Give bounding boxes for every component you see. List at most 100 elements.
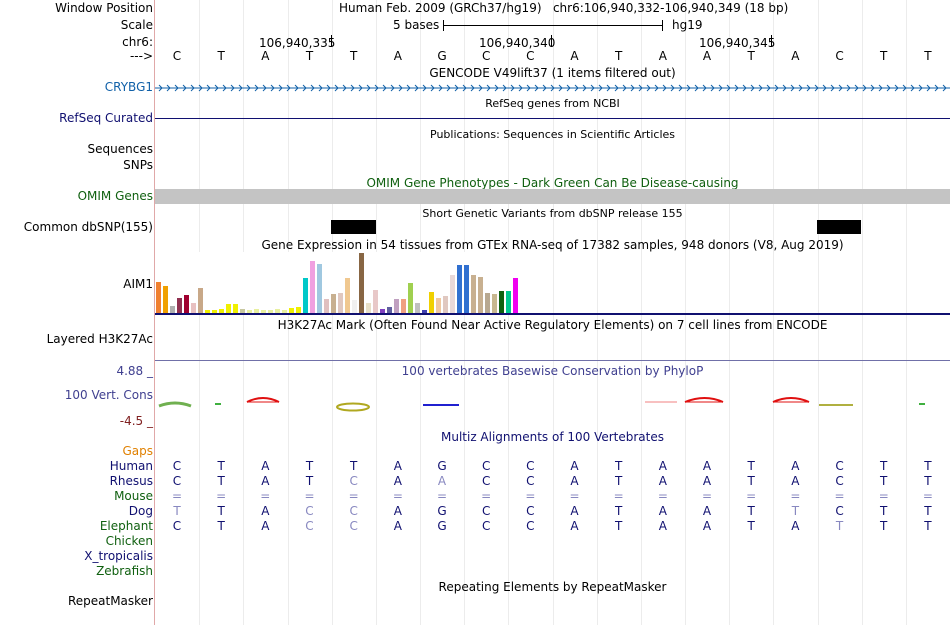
gtex-tissue-bar[interactable]: [170, 306, 175, 313]
gtex-tissue-bar[interactable]: [415, 303, 420, 313]
gtex-tissue-bar[interactable]: [275, 309, 280, 313]
refseq-gene-line[interactable]: [155, 118, 950, 119]
mouse-species-label[interactable]: Mouse: [114, 489, 153, 503]
strand-chevron: [702, 84, 707, 92]
omim-track-label[interactable]: OMIM Genes: [77, 189, 153, 203]
human-species-label[interactable]: Human: [109, 459, 153, 473]
omim-gene-bar[interactable]: [155, 189, 950, 204]
dbsnp-track-label[interactable]: Common dbSNP(155): [23, 220, 153, 234]
snp-variant[interactable]: [817, 220, 861, 234]
rhesus-aligned-base: A: [658, 474, 667, 488]
gtex-tissue-bar[interactable]: [163, 286, 168, 313]
gtex-tissue-bar[interactable]: [240, 309, 245, 313]
gtex-tissue-bar[interactable]: [464, 265, 469, 313]
gtex-tissue-bar[interactable]: [226, 304, 231, 313]
gtex-tissue-bar[interactable]: [289, 308, 294, 313]
gtex-tissue-bar[interactable]: [429, 292, 434, 313]
gtex-tissue-bar[interactable]: [450, 275, 455, 313]
strand-chevron: [294, 84, 299, 92]
reference-base: A: [570, 49, 579, 63]
strand-chevron: [542, 84, 547, 92]
gtex-tissue-bar[interactable]: [205, 310, 210, 313]
gtex-tissue-bar[interactable]: [261, 310, 266, 313]
gtex-tissue-bar[interactable]: [212, 310, 217, 313]
gtex-tissue-bar[interactable]: [366, 303, 371, 313]
snps-track-label[interactable]: SNPs: [123, 158, 153, 172]
phylop-glyphs[interactable]: [155, 392, 950, 412]
xtropicalis-species-label[interactable]: X_tropicalis: [84, 549, 153, 563]
gtex-tissue-bar[interactable]: [352, 300, 357, 313]
gtex-tissue-bar[interactable]: [296, 307, 301, 313]
gtex-tissue-bar[interactable]: [268, 310, 273, 313]
gtex-tissue-bar[interactable]: [156, 282, 161, 313]
mouse-aligned-base: =: [613, 489, 624, 503]
dog-aligned-base: A: [702, 504, 712, 518]
strand-chevron: [454, 84, 459, 92]
refseq-track-label[interactable]: RefSeq Curated: [59, 111, 153, 125]
mouse-aligned-base: =: [790, 489, 801, 503]
gtex-tissue-bar[interactable]: [254, 309, 259, 313]
gtex-tissue-bar[interactable]: [401, 299, 406, 313]
gtex-tissue-bar[interactable]: [345, 278, 350, 313]
gtex-tissue-bar[interactable]: [338, 293, 343, 313]
gtex-tissue-bar[interactable]: [233, 304, 238, 313]
gtex-tissue-bar[interactable]: [324, 299, 329, 313]
crybg1-track-label[interactable]: CRYBG1: [104, 80, 153, 94]
gaps-track-label[interactable]: Gaps: [122, 444, 153, 458]
gtex-tissue-bar[interactable]: [485, 293, 490, 313]
gtex-expression-chart[interactable]: [155, 252, 950, 316]
sequences-track-label[interactable]: Sequences: [87, 142, 153, 156]
gtex-tissue-bar[interactable]: [471, 275, 476, 313]
gtex-tissue-bar[interactable]: [373, 290, 378, 313]
base-column-line: [773, 0, 775, 625]
gtex-tissue-bar[interactable]: [303, 278, 308, 313]
gtex-tissue-bar[interactable]: [394, 299, 399, 313]
gtex-tissue-bar[interactable]: [387, 307, 392, 313]
cons-min-label: -4.5 _: [119, 414, 153, 428]
label-separator: [154, 0, 155, 625]
gtex-tissue-bar[interactable]: [310, 261, 315, 313]
strand-arrow-label[interactable]: --->: [129, 49, 153, 63]
strand-chevron: [166, 84, 171, 92]
gtex-tissue-bar[interactable]: [219, 309, 224, 313]
repeatmasker-track-label[interactable]: RepeatMasker: [67, 594, 153, 608]
snp-variant[interactable]: [331, 220, 376, 234]
gtex-tissue-bar[interactable]: [198, 288, 203, 313]
gtex-tissue-bar[interactable]: [282, 310, 287, 313]
gtex-tissue-bar[interactable]: [177, 298, 182, 313]
gtex-tissue-bar[interactable]: [408, 283, 413, 313]
crybg1-gene-feature[interactable]: [155, 82, 950, 94]
gtex-tissue-bar[interactable]: [422, 310, 427, 313]
strand-chevron: [798, 84, 803, 92]
chicken-species-label[interactable]: Chicken: [105, 534, 153, 548]
gtex-tissue-bar[interactable]: [184, 295, 189, 313]
gtex-tissue-bar[interactable]: [380, 309, 385, 313]
cons-track-label[interactable]: 100 Vert. Cons: [64, 388, 153, 402]
gtex-tissue-bar[interactable]: [191, 303, 196, 313]
gtex-tissue-bar[interactable]: [359, 253, 364, 313]
aim1-track-label[interactable]: AIM1: [123, 277, 153, 291]
rhesus-species-label[interactable]: Rhesus: [109, 474, 153, 488]
mouse-aligned-base: =: [216, 489, 227, 503]
gtex-tissue-bar[interactable]: [478, 277, 483, 313]
strand-chevron: [926, 84, 931, 92]
gtex-tissue-bar[interactable]: [443, 296, 448, 313]
gtex-tissue-bar[interactable]: [492, 294, 497, 313]
gtex-tissue-bar[interactable]: [247, 310, 252, 313]
gtex-tissue-bar[interactable]: [513, 278, 518, 313]
gtex-tissue-bar[interactable]: [457, 265, 462, 313]
h3k27ac-track-label[interactable]: Layered H3K27Ac: [46, 332, 153, 346]
gtex-tissue-bar[interactable]: [317, 264, 322, 313]
strand-chevron: [214, 84, 219, 92]
dog-species-label[interactable]: Dog: [128, 504, 153, 518]
reference-base: A: [791, 49, 800, 63]
gtex-tissue-bar[interactable]: [506, 291, 511, 313]
dog-aligned-base: T: [791, 504, 800, 518]
gtex-tissue-bar[interactable]: [499, 291, 504, 313]
elephant-species-label[interactable]: Elephant: [99, 519, 153, 533]
mouse-aligned-base: =: [922, 489, 933, 503]
gtex-tissue-bar[interactable]: [331, 294, 336, 313]
zebrafish-species-label[interactable]: Zebrafish: [96, 564, 153, 578]
gtex-tissue-bar[interactable]: [436, 298, 441, 313]
strand-chevron: [230, 84, 235, 92]
